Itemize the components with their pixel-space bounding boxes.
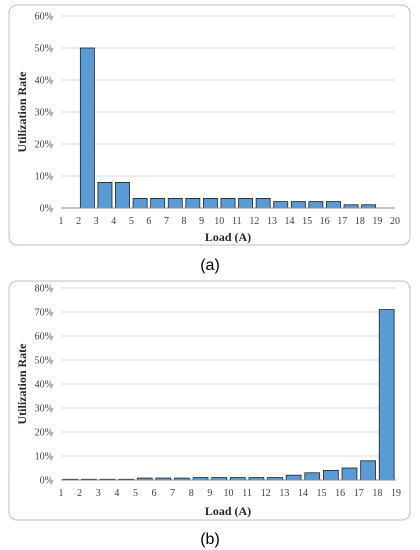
x-tick-label-a-15: 16: [320, 216, 330, 227]
y-axis-title-a: Utilization Rate: [15, 71, 29, 153]
bar-a-11: [238, 197, 254, 209]
x-tick-labels-a: 1 2 3 4 5 6 7 8 9 10 11 12 13 14 15 16 17 18 19 20: [59, 216, 401, 227]
x-tick-label-a-7: 8: [182, 216, 187, 227]
x-tick-label-b-6: 7: [170, 488, 175, 499]
x-axis-title-b: Load (A): [205, 504, 251, 518]
x-tick-label-a-6: 7: [164, 216, 169, 227]
y-tick-label-b-5: 50%: [35, 356, 53, 367]
y-tick-label-b-7: 70%: [35, 308, 53, 319]
y-tick-label-a-0: 0%: [40, 204, 53, 215]
bar-b-16: [341, 467, 358, 481]
x-tick-label-b-1: 2: [77, 488, 82, 499]
x-axis-title-a: Load (A): [205, 230, 251, 244]
y-tick-label-a-6: 60%: [35, 12, 53, 23]
bar-a-10: [220, 197, 236, 209]
bar-b-17: [360, 460, 376, 481]
panel-caption-a: (a): [200, 257, 220, 274]
x-tick-label-b-3: 4: [114, 488, 119, 499]
x-tick-label-a-9: 10: [214, 216, 224, 227]
x-tick-labels-b: 1 2 3 4 5 6 7 8 9 10 11 12 13 14 15 16 17 18 19: [59, 488, 402, 499]
y-tick-label-a-1: 10%: [35, 172, 53, 183]
x-tick-label-b-2: 3: [96, 488, 101, 499]
x-tick-label-b-18: 19: [391, 488, 401, 499]
bar-a-12: [255, 197, 271, 209]
bar-a-9: [202, 197, 218, 209]
bar-a-5: [132, 197, 148, 209]
x-tick-label-b-17: 18: [372, 488, 382, 499]
gridlines-b: [61, 287, 396, 457]
bars-a: [79, 47, 377, 209]
x-tick-label-b-4: 5: [133, 488, 138, 499]
x-tick-label-a-5: 6: [146, 216, 151, 227]
panel-caption-b: (b): [200, 531, 220, 548]
x-tick-label-b-15: 16: [335, 488, 345, 499]
x-tick-label-a-12: 13: [267, 216, 277, 227]
bar-a-6: [150, 197, 166, 209]
chart-panel-b: 0%10%20%30%40%50%60%70%80% 1 2 3 4 5 6 7 8 9 10 11…: [8, 280, 411, 521]
y-tick-label-b-2: 20%: [35, 428, 53, 439]
y-tick-label-b-8: 80%: [35, 284, 53, 295]
x-tick-label-a-19: 20: [390, 216, 400, 227]
y-tick-label-b-1: 10%: [35, 452, 53, 463]
x-tick-label-a-11: 12: [249, 216, 259, 227]
y-tick-label-a-3: 30%: [35, 108, 53, 119]
bar-a-2: [79, 47, 95, 209]
x-tick-label-b-0: 1: [59, 488, 64, 499]
x-tick-label-b-8: 9: [207, 488, 212, 499]
chart-frame-a: [8, 4, 411, 246]
x-tick-label-a-4: 5: [129, 216, 134, 227]
y-tick-labels-a: 0% 10% 20% 30% 40% 50% 60%: [35, 12, 53, 215]
x-tick-label-b-7: 8: [189, 488, 194, 499]
x-tick-label-a-8: 9: [199, 216, 204, 227]
x-tick-label-b-14: 15: [317, 488, 327, 499]
x-tick-label-a-2: 3: [94, 216, 99, 227]
bar-a-4: [115, 181, 130, 209]
x-tick-label-a-1: 2: [76, 216, 81, 227]
y-tick-label-b-6: 60%: [35, 332, 53, 343]
y-tick-label-a-2: 20%: [35, 140, 53, 151]
x-tick-label-b-10: 11: [242, 488, 252, 499]
x-tick-label-b-9: 10: [224, 488, 234, 499]
bar-b-13: [285, 474, 302, 481]
x-tick-label-b-11: 12: [261, 488, 271, 499]
bar-b-14: [304, 472, 321, 481]
x-tick-label-a-0: 1: [59, 216, 64, 227]
x-tick-label-a-10: 11: [232, 216, 242, 227]
y-axis-title-b: Utilization Rate: [15, 343, 29, 425]
chart-panel-a: 0%10%20%30%40%50%60% 1 2 3 4 5 6 7 8 9 10 11 12 13 14…: [8, 4, 411, 246]
x-tick-label-a-17: 18: [355, 216, 365, 227]
bar-a-14: [290, 201, 306, 209]
x-tick-label-a-18: 19: [372, 216, 382, 227]
x-tick-label-a-3: 4: [111, 216, 116, 227]
bar-a-8: [185, 197, 201, 209]
x-tick-label-a-13: 14: [285, 216, 295, 227]
y-tick-labels-b: 0% 10% 20% 30% 40% 50% 60% 70% 80%: [35, 284, 53, 487]
chart-frame-b: [8, 280, 411, 521]
bar-b-18: [378, 309, 395, 481]
bar-a-15: [308, 201, 324, 209]
y-tick-label-b-0: 0%: [40, 476, 53, 487]
x-tick-label-b-5: 6: [152, 488, 157, 499]
gridlines-a: [61, 15, 395, 177]
y-tick-label-a-4: 40%: [35, 76, 53, 87]
x-tick-label-a-16: 17: [337, 216, 347, 227]
bar-a-3: [97, 181, 113, 209]
y-tick-label-b-4: 40%: [35, 380, 53, 391]
bar-a-13: [273, 201, 289, 209]
x-tick-label-b-16: 17: [354, 488, 364, 499]
y-tick-label-a-5: 50%: [35, 44, 53, 55]
x-tick-label-b-12: 13: [279, 488, 289, 499]
x-tick-label-b-13: 14: [298, 488, 308, 499]
x-tick-label-a-14: 15: [302, 216, 312, 227]
bar-b-15: [323, 469, 339, 481]
bar-a-16: [326, 201, 341, 209]
bar-a-7: [167, 197, 183, 209]
y-tick-label-b-3: 30%: [35, 404, 53, 415]
